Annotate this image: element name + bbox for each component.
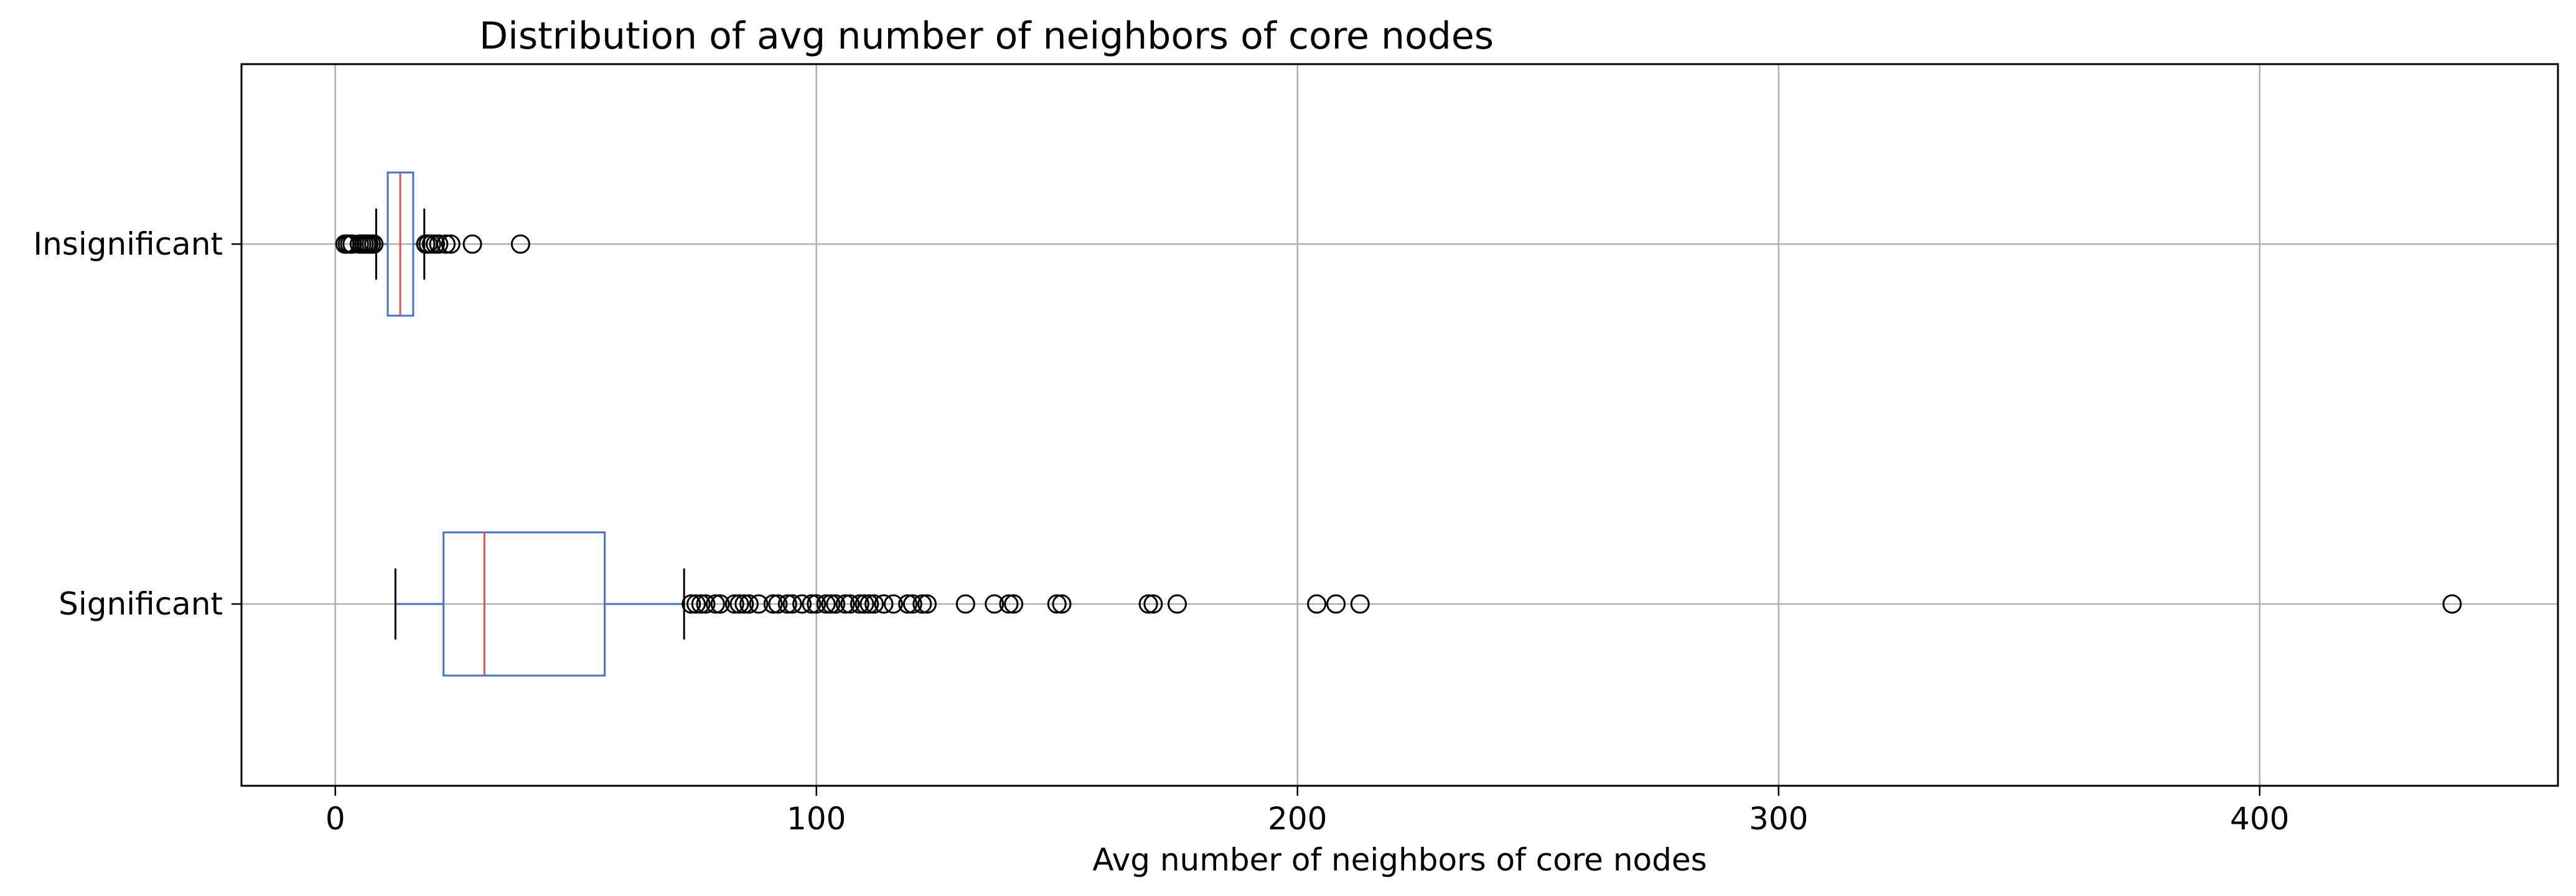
outlier-point xyxy=(724,594,744,614)
outlier-point xyxy=(436,234,456,254)
y-tick-label: Significant xyxy=(59,586,223,622)
outlier-point xyxy=(691,594,711,614)
x-tick-label: 100 xyxy=(787,801,846,837)
outlier-point xyxy=(859,594,879,614)
x-tick-label: 400 xyxy=(2230,801,2289,837)
outlier-point xyxy=(985,594,1005,614)
outlier-point xyxy=(1326,594,1346,614)
outlier-point xyxy=(917,594,937,614)
outlier-point xyxy=(792,594,812,614)
outlier-point xyxy=(855,594,874,614)
x-tick-label: 200 xyxy=(1268,801,1327,837)
outlier-point xyxy=(686,594,706,614)
box-group-significant xyxy=(394,531,2462,677)
outlier-point xyxy=(883,594,903,614)
outlier-point xyxy=(898,594,918,614)
outlier-point xyxy=(1307,594,1327,614)
outlier-point xyxy=(1167,594,1187,614)
outlier-point xyxy=(1004,594,1024,614)
outlier-point xyxy=(696,594,716,614)
outlier-point xyxy=(1138,594,1158,614)
outlier-point xyxy=(763,594,783,614)
outlier-point xyxy=(510,234,530,254)
outlier-point xyxy=(955,594,975,614)
outlier-point xyxy=(734,594,754,614)
outlier-point xyxy=(1350,594,1370,614)
y-tick-label: Insignificant xyxy=(33,226,223,262)
outlier-point xyxy=(729,594,749,614)
outlier-point xyxy=(441,234,461,254)
outlier-point xyxy=(1052,594,1072,614)
outlier-point xyxy=(364,234,384,254)
plot-area xyxy=(335,171,2462,677)
outlier-point xyxy=(749,594,769,614)
outlier-point xyxy=(710,594,730,614)
outlier-point xyxy=(999,594,1019,614)
outlier-point xyxy=(850,594,869,614)
outlier-point xyxy=(681,594,701,614)
outlier-point xyxy=(840,594,860,614)
outlier-point xyxy=(912,594,932,614)
y-axis-ticks: Insignificant Significant xyxy=(33,226,241,622)
box-group-insignificant xyxy=(335,171,530,317)
outlier-point xyxy=(802,594,822,614)
outlier-point xyxy=(807,594,827,614)
x-tick-label: 300 xyxy=(1749,801,1808,837)
x-tick-label: 0 xyxy=(326,801,345,837)
outlier-point xyxy=(826,594,846,614)
outlier-point xyxy=(739,594,759,614)
iqr-box xyxy=(443,531,606,677)
outlier-point xyxy=(874,594,894,614)
outlier-point xyxy=(1143,594,1163,614)
outlier-point xyxy=(902,594,922,614)
chart-title: Distribution of avg number of neighbors … xyxy=(479,14,1494,58)
outlier-point xyxy=(782,594,802,614)
x-axis-ticks: 0 100 200 300 400 xyxy=(326,786,2289,837)
outlier-point xyxy=(777,594,797,614)
outlier-point xyxy=(835,594,855,614)
outlier-point xyxy=(705,594,725,614)
outlier-point xyxy=(1047,594,1067,614)
outlier-point xyxy=(864,594,884,614)
x-axis-label: Avg number of neighbors of core nodes xyxy=(1092,842,1707,878)
outlier-point xyxy=(462,234,482,254)
outlier-point xyxy=(768,594,788,614)
outlier-point xyxy=(816,594,836,614)
outlier-point xyxy=(821,594,841,614)
grid-lines xyxy=(241,64,2558,786)
plot-frame xyxy=(240,63,2559,787)
outlier-point xyxy=(429,234,449,254)
outlier-point xyxy=(2442,594,2462,614)
